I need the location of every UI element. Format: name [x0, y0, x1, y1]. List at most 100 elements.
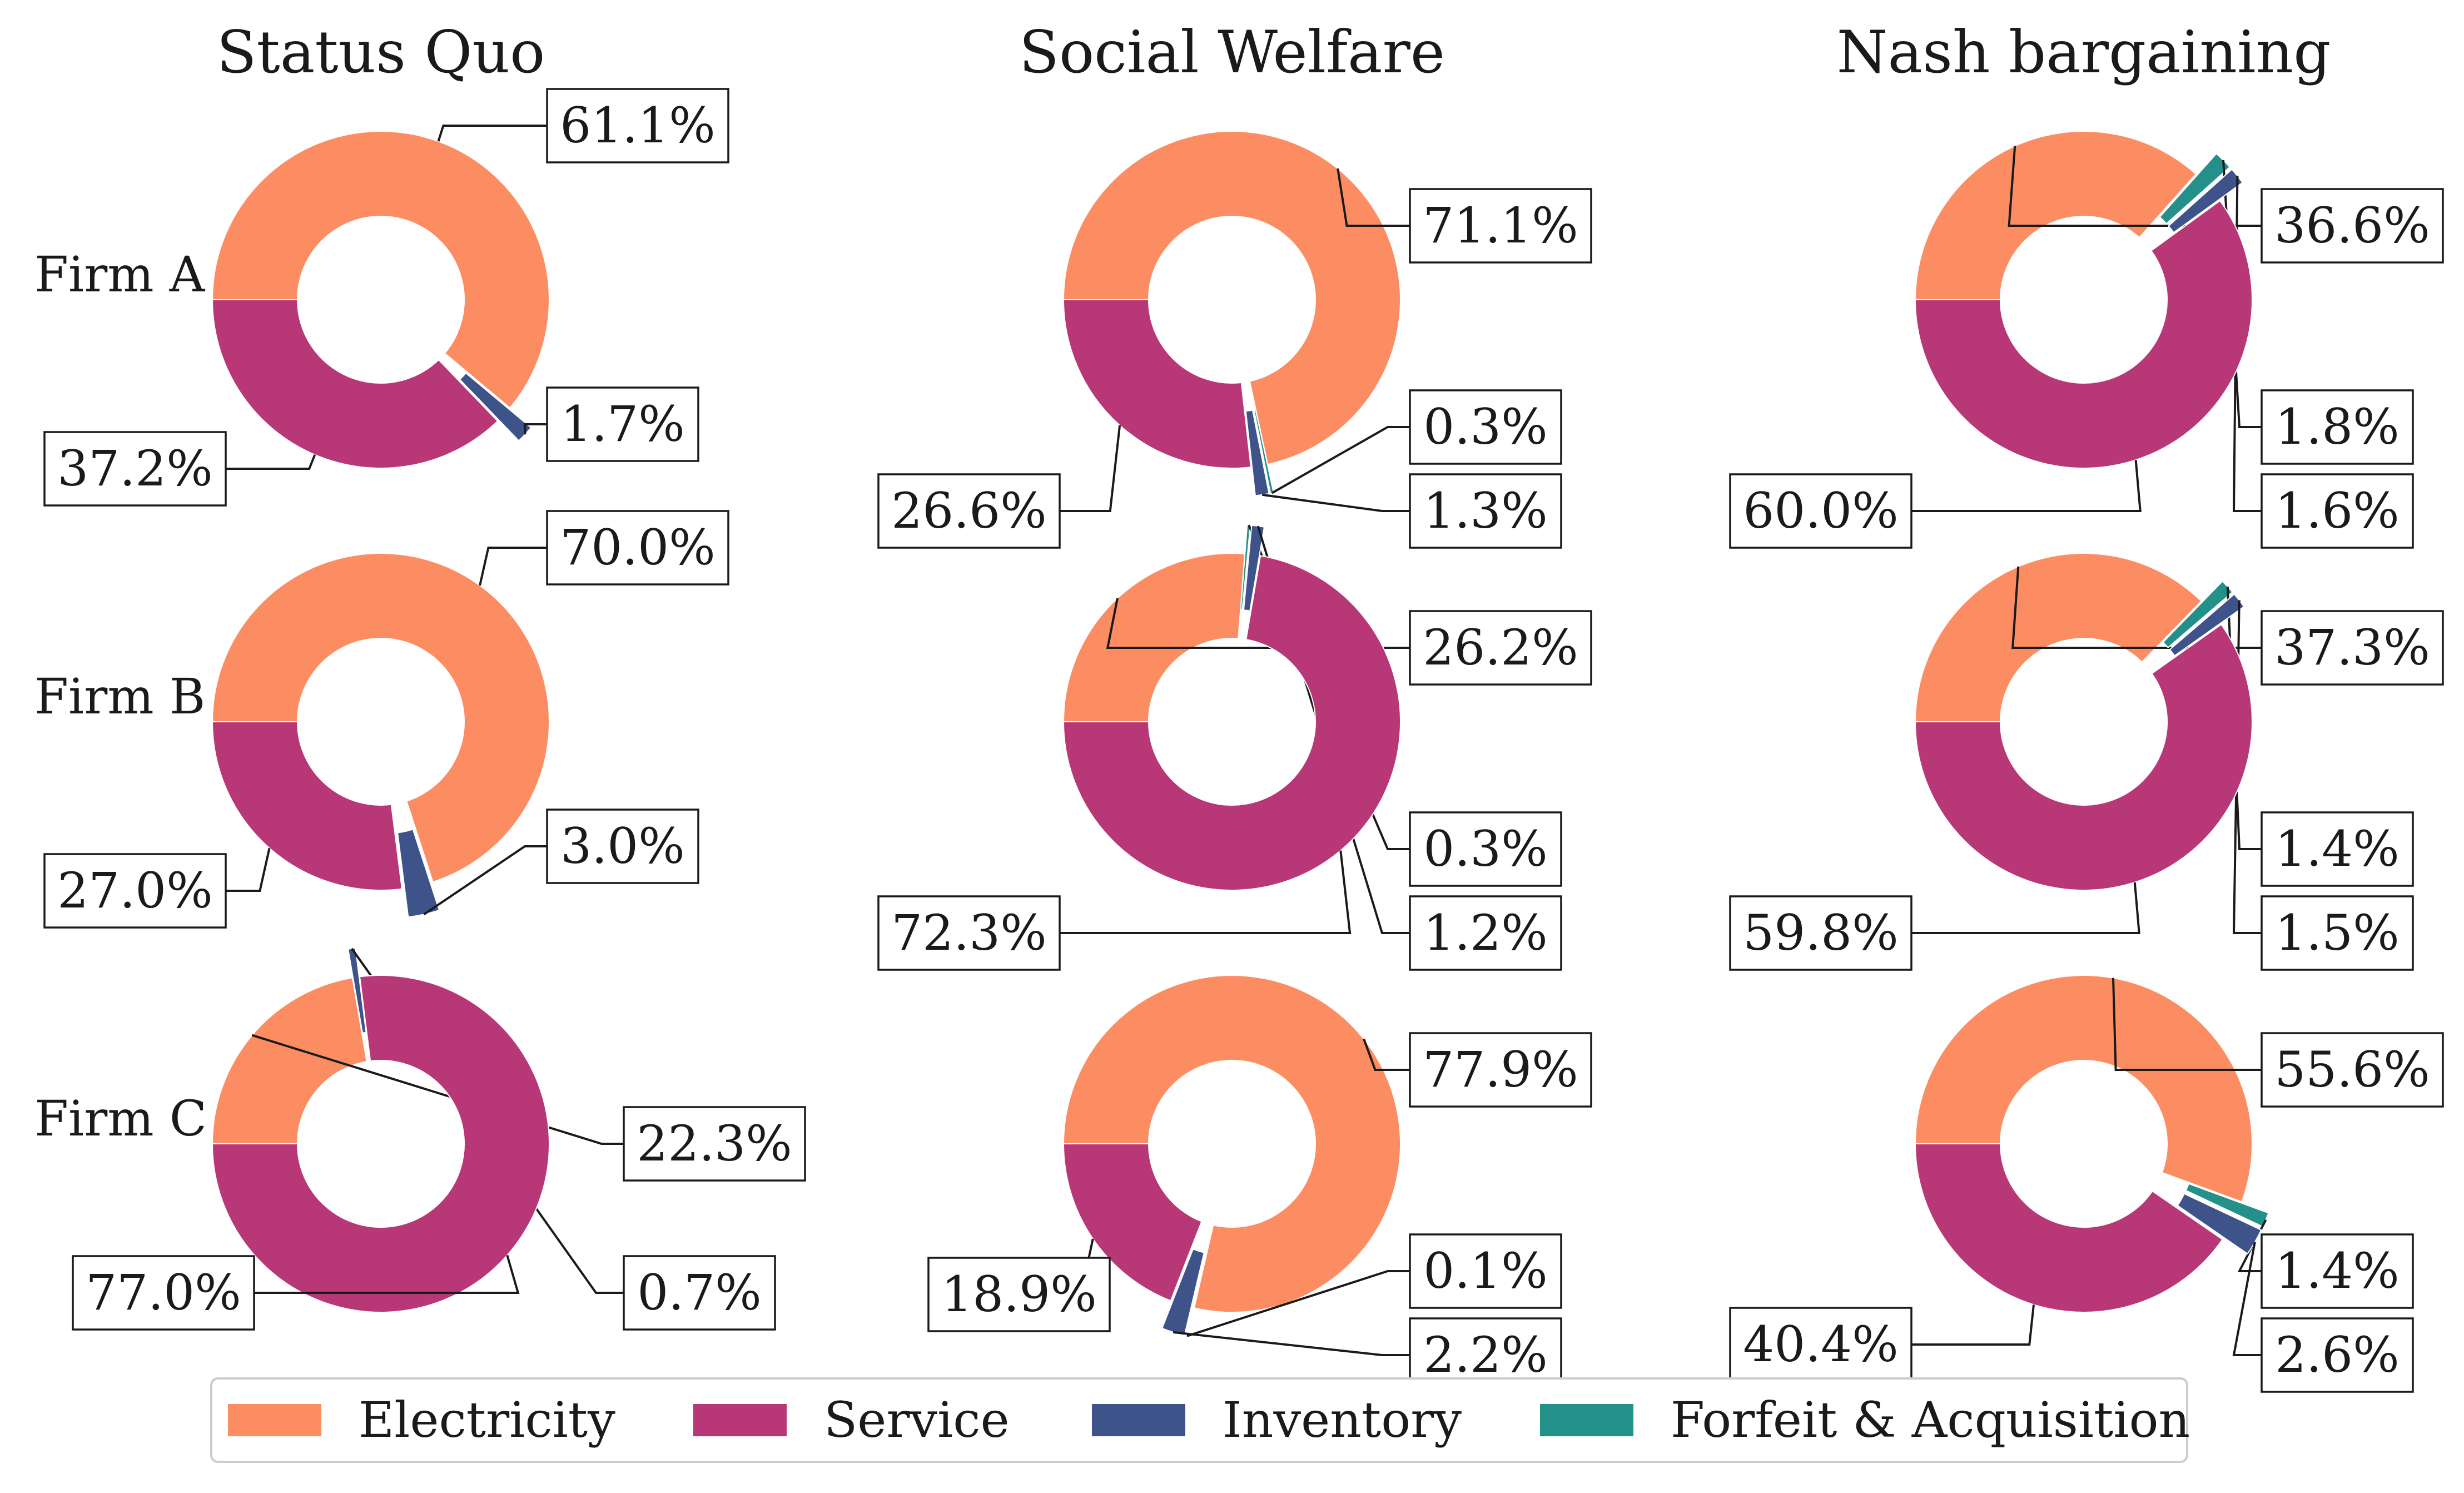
slice-electricity: [1062, 553, 1245, 722]
value-label-inventory: 0.7%: [637, 1264, 762, 1321]
value-label-forfeit-acquisition: 1.4%: [2275, 820, 2400, 877]
leader-line-forfeit-acquisition: [1186, 1270, 1410, 1337]
slice-electricity: [1062, 131, 1401, 465]
value-label-inventory: 2.2%: [1423, 1326, 1548, 1383]
leader-line-inventory: [1262, 493, 1410, 512]
value-label-electricity: 61.1%: [560, 97, 716, 154]
legend: Electricity Service Inventory Forfeit & Acq…: [210, 1377, 2190, 1463]
slice-inventory: [2177, 1193, 2262, 1255]
slice-service: [1062, 299, 1252, 469]
donut-nash-bargaining-firm-b: 37.3% 1.4% 1.5% 59.8%: [1729, 553, 2444, 971]
row-label-firm-a: Firm A: [34, 246, 206, 303]
value-box-inventory: [623, 1255, 776, 1331]
value-box-forfeit-acquisition: [2261, 811, 2414, 887]
leader-line-electricity: [479, 547, 547, 586]
value-box-electricity: [1409, 610, 1592, 686]
slice-electricity: [211, 553, 550, 883]
value-label-inventory: 1.6%: [2275, 482, 2400, 539]
leader-line-forfeit-acquisition: [1271, 426, 1410, 494]
value-label-inventory: 1.3%: [1423, 482, 1548, 539]
slice-inventory: [1243, 524, 1265, 612]
value-box-inventory: [546, 808, 699, 884]
value-label-electricity: 77.9%: [1423, 1041, 1578, 1098]
leader-line-electricity: [437, 125, 547, 142]
slice-service: [1062, 1143, 1203, 1302]
slice-service: [211, 299, 499, 469]
legend-swatch-forfeit-acquisition: [1540, 1404, 1633, 1436]
legend-label-forfeit-acquisition: Forfeit & Acquisition: [1671, 1391, 2190, 1449]
slice-electricity: [1914, 553, 2202, 722]
value-label-service: 59.8%: [1743, 904, 1899, 961]
column-titles: Status Quo Social Welfare Nash bargainin…: [217, 18, 2331, 86]
slice-electricity: [211, 977, 367, 1144]
value-box-service: [1729, 473, 1912, 549]
value-box-electricity: [623, 1106, 806, 1182]
leader-line-service: [1911, 460, 2142, 512]
legend-frame: [210, 1377, 2188, 1463]
value-box-electricity: [546, 88, 729, 163]
slice-service: [211, 721, 403, 891]
value-box-electricity: [2261, 610, 2444, 686]
value-label-electricity: 70.0%: [560, 519, 716, 576]
leader-line-service: [226, 454, 316, 470]
value-box-electricity: [2261, 188, 2444, 264]
slice-electricity: [1062, 975, 1401, 1313]
value-box-forfeit-acquisition: [1409, 1233, 1562, 1309]
row-labels: Firm A Firm B Firm C: [34, 246, 207, 1147]
value-label-electricity: 36.6%: [2274, 197, 2430, 254]
slice-service: [211, 975, 550, 1313]
leader-line-inventory: [423, 845, 547, 916]
value-box-electricity: [2261, 1032, 2444, 1108]
value-label-inventory: 1.7%: [560, 395, 685, 453]
column-title-status-quo: Status Quo: [217, 18, 545, 86]
value-label-forfeit-acquisition: 0.1%: [1423, 1242, 1548, 1299]
donut-status-quo-firm-a: 61.1% 1.7% 37.2%: [43, 88, 729, 507]
value-label-service: 37.2%: [57, 440, 213, 497]
value-box-service: [43, 431, 227, 507]
legend-swatch-electricity: [228, 1404, 321, 1436]
value-label-electricity: 22.3%: [637, 1115, 792, 1172]
value-box-service: [877, 473, 1061, 549]
leader-line-inventory: [1173, 1331, 1410, 1356]
leader-line-electricity: [1363, 1038, 1410, 1071]
value-label-service: 27.0%: [57, 862, 213, 919]
value-label-inventory: 1.2%: [1423, 904, 1548, 961]
slice-inventory: [2167, 168, 2244, 234]
legend-swatch-service: [693, 1404, 787, 1436]
slice-electricity: [1914, 131, 2197, 300]
leader-line-service: [1060, 850, 1352, 934]
value-label-service: 60.0%: [1743, 482, 1899, 539]
value-box-electricity: [1409, 188, 1592, 264]
donut-social-welfare-firm-a: 71.1% 0.3% 1.3% 26.6%: [877, 131, 1592, 549]
slice-forfeit-acquisition: [2162, 581, 2234, 649]
value-label-forfeit-acquisition: 1.8%: [2275, 398, 2400, 455]
donut-nash-bargaining-firm-a: 36.6% 1.8% 1.6% 60.0%: [1729, 131, 2444, 549]
donut-panels: 61.1% 1.7% 37.2% 71.1% 0.3% 1.3% 26.6% 36.6% 1.8…: [43, 88, 2444, 1393]
legend-label-service: Service: [824, 1391, 1010, 1449]
slice-service: [1914, 623, 2253, 891]
value-box-service: [43, 853, 227, 929]
slice-service: [1914, 200, 2253, 469]
value-label-service: 77.0%: [86, 1264, 241, 1321]
leader-line-service: [1911, 1304, 2035, 1346]
value-label-electricity: 71.1%: [1423, 197, 1578, 254]
value-box-electricity: [1409, 1032, 1592, 1108]
donut-nash-bargaining-firm-c: 55.6% 1.4% 2.6% 40.4%: [1729, 975, 2444, 1393]
legend-label-inventory: Inventory: [1223, 1391, 1462, 1449]
slice-inventory: [347, 947, 367, 1034]
leader-line-inventory: [523, 423, 547, 435]
leader-line-electricity: [2112, 978, 2262, 1071]
value-label-service: 18.9%: [941, 1266, 1097, 1323]
value-label-service: 40.4%: [1743, 1316, 1899, 1373]
donut-social-welfare-firm-b: 26.2% 0.3% 1.2% 72.3%: [877, 524, 1592, 971]
legend-label-electricity: Electricity: [359, 1391, 615, 1449]
value-box-forfeit-acquisition: [1409, 811, 1562, 887]
value-box-forfeit-acquisition: [2261, 389, 2414, 465]
slice-inventory: [2169, 593, 2245, 657]
value-box-forfeit-acquisition: [1409, 389, 1562, 465]
value-box-service: [1729, 895, 1912, 971]
value-box-service: [877, 895, 1061, 971]
leader-line-service: [254, 1254, 520, 1294]
slice-service: [1062, 555, 1401, 891]
